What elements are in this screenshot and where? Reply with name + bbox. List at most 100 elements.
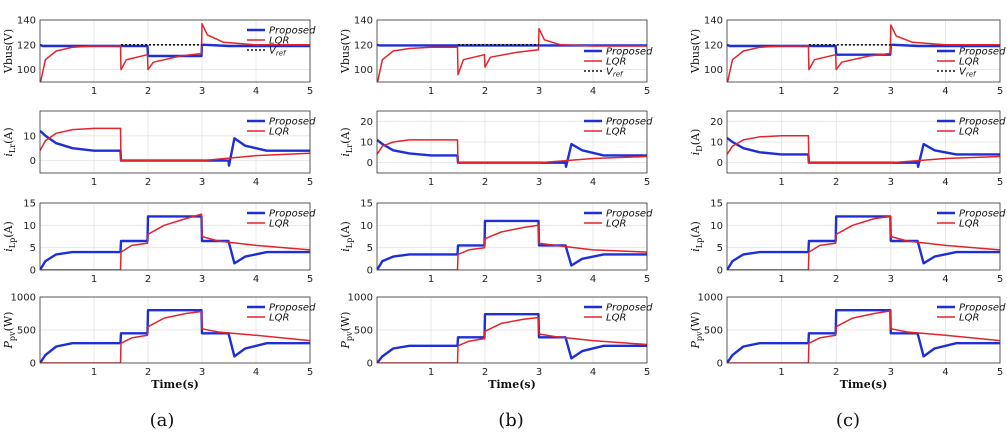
chart-b-3-legend-label-0: Proposed — [606, 209, 653, 220]
chart-b-3-xtick-label-1: 2 — [482, 274, 488, 285]
chart-a-3-series-group — [40, 213, 310, 270]
chart-b-2-xtick-label-0: 1 — [428, 177, 434, 188]
chart-c-3-ytick-label-1: 5 — [717, 243, 723, 254]
chart-c-1-xtick-label-4: 5 — [997, 86, 1003, 97]
chart-c-3-xtick-label-1: 2 — [833, 274, 839, 285]
chart-a-2-ytick-label-1: 10 — [23, 131, 36, 142]
chart-c-3-ylabel: iLp(A) — [689, 221, 704, 252]
chart-c-3-ytick-label-2: 10 — [710, 221, 723, 232]
chart-b-4-xtick-label-2: 3 — [536, 367, 542, 378]
chart-b-4-line-lqr — [377, 316, 647, 363]
chart-b-4-ytick-label-0: 0 — [367, 359, 373, 370]
chart-a-4-xtick-label-2: 3 — [199, 367, 205, 378]
chart-a-2-xtick-label-0: 1 — [91, 177, 97, 188]
chart-b-1-ytick-label-1: 120 — [354, 40, 373, 51]
chart-a-2-frame — [39, 110, 311, 174]
chart-c-2-xtick-label-4: 5 — [997, 177, 1003, 188]
chart-c-2-ytick-label-0: 0 — [717, 158, 723, 169]
chart-c-3-ytick-label-3: 15 — [710, 199, 723, 210]
chart-b-2-ytick-label-2: 20 — [360, 117, 373, 128]
chart-b-4-line-proposed — [377, 313, 647, 363]
chart-a-2-series-group — [40, 127, 310, 167]
chart-a-3-line-proposed — [40, 215, 310, 270]
chart-b-2-ytick-label-0: 0 — [367, 158, 373, 169]
chart-c-1-line-lqr — [727, 24, 1000, 82]
chart-c-4-ytick-label-0: 0 — [717, 359, 723, 370]
chart-c-3-xtick-label-3: 4 — [942, 274, 948, 285]
chart-a-3-ylabel: iLp(A) — [2, 221, 17, 252]
chart-b-4-xtick-label-0: 1 — [428, 367, 434, 378]
chart-c-1-ytick-label-1: 120 — [704, 40, 723, 51]
chart-a-1-ytick-label-2: 140 — [17, 16, 36, 27]
chart-b-3-ytick-label-1: 5 — [367, 243, 373, 254]
chart-c-4-xtick-label-0: 1 — [778, 367, 784, 378]
chart-a-3-legend-label-0: Proposed — [269, 209, 316, 220]
chart-c-2-ylabel: iD(A) — [689, 129, 704, 155]
chart-a-4-ytick-label-2: 1000 — [11, 293, 36, 304]
chart-b-2-line-lqr — [377, 139, 647, 164]
chart-c-1-legend-label-2: Vref — [959, 67, 977, 79]
chart-a-4-xtick-label-3: 4 — [253, 367, 259, 378]
chart-a-4-frame — [39, 296, 311, 364]
chart-a-4-xtick-label-4: 5 — [307, 367, 313, 378]
chart-c-4-frame — [726, 296, 1001, 364]
chart-a-1-xtick-label-2: 3 — [199, 86, 205, 97]
chart-b-1-line-proposed — [377, 43, 647, 47]
chart-a-4-legend-label-0: Proposed — [269, 303, 316, 314]
chart-b-2-xtick-label-1: 2 — [482, 177, 488, 188]
chart-a-2-ylabel: iLr(A) — [2, 127, 17, 156]
chart-b-2-xtick-label-3: 4 — [590, 177, 596, 188]
chart-b-4-series-group — [377, 313, 647, 363]
chart-b-1-legend-label-1: LQR — [606, 57, 626, 68]
chart-c-2-line-lqr — [727, 135, 1000, 164]
chart-c-3-ytick-label-0: 0 — [717, 266, 723, 277]
chart-a-1-series-group — [40, 22, 310, 82]
chart-b-3-ylabel: iLp(A) — [339, 221, 354, 252]
chart-b-3-xtick-label-0: 1 — [428, 274, 434, 285]
chart-a-1-legend-label-1: LQR — [269, 36, 289, 47]
chart-b-2-ylabel: iLr(A) — [339, 127, 354, 156]
chart-b-4-xtick-label-3: 4 — [590, 367, 596, 378]
chart-a-3-frame — [39, 202, 311, 271]
chart-c-3-xtick-label-2: 3 — [888, 274, 894, 285]
chart-a-3-legend-label-1: LQR — [269, 219, 289, 230]
chart-c-2-ytick-label-1: 10 — [710, 138, 723, 149]
chart-b-4-xtick-label-1: 2 — [482, 367, 488, 378]
chart-c-4-ylabel: Ppv(W) — [689, 312, 704, 350]
chart-b-1-xtick-label-2: 3 — [536, 86, 542, 97]
chart-c-3-line-proposed — [727, 215, 1000, 270]
chart-c-4-xtick-label-2: 3 — [888, 367, 894, 378]
chart-a-1-legend-label-0: Proposed — [269, 26, 316, 37]
chart-c-2-xtick-label-2: 3 — [888, 177, 894, 188]
chart-b-4-ylabel: Ppv(W) — [339, 312, 354, 350]
chart-c-4-xtick-label-1: 2 — [833, 367, 839, 378]
chart-a-3-xtick-label-1: 2 — [145, 274, 151, 285]
chart-b-3-ytick-label-0: 0 — [367, 266, 373, 277]
chart-b-3-xtick-label-2: 3 — [536, 274, 542, 285]
chart-c-4-ytick-label-2: 1000 — [698, 293, 723, 304]
chart-c-4-xtick-label-4: 5 — [997, 367, 1003, 378]
chart-c-4-ytick-label-1: 500 — [704, 326, 723, 337]
chart-a-1-xtick-label-4: 5 — [307, 86, 313, 97]
chart-c-4-series-group — [727, 309, 1000, 363]
chart-a-2-xtick-label-3: 4 — [253, 177, 259, 188]
chart-a-3-xtick-label-4: 5 — [307, 274, 313, 285]
chart-a-3-ytick-label-3: 15 — [23, 199, 36, 210]
chart-a-3-ytick-label-1: 5 — [30, 243, 36, 254]
chart-b-1-ytick-label-0: 100 — [354, 65, 373, 76]
chart-c-1-xtick-label-2: 3 — [888, 86, 894, 97]
chart-c-1-legend-label-0: Proposed — [959, 47, 1006, 58]
chart-c-2-ytick-label-2: 20 — [710, 117, 723, 128]
chart-a-2-legend-label-0: Proposed — [269, 117, 316, 128]
